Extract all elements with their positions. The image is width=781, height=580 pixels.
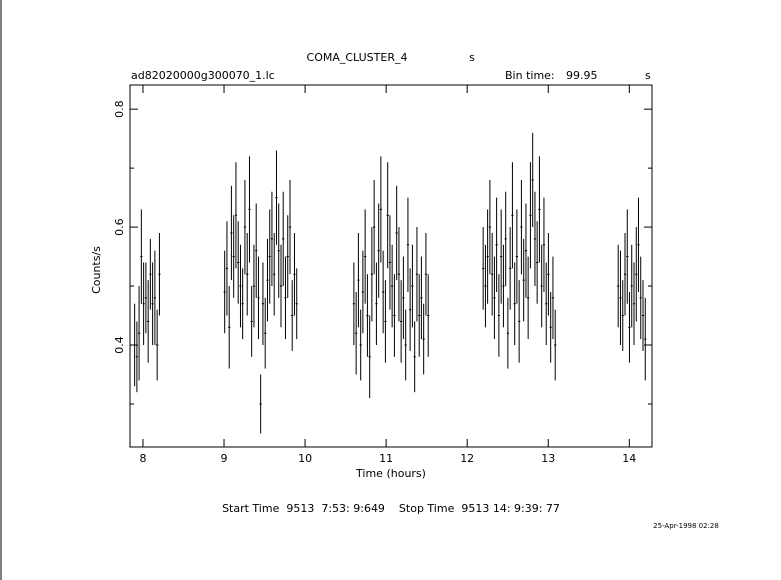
- date: 25-Apr-1998 02:28: [653, 522, 719, 530]
- x-tick-label: 10: [298, 452, 312, 465]
- x-tick-label: 11: [379, 452, 393, 465]
- title-unit: s: [469, 51, 475, 64]
- plot-frame: [129, 84, 653, 448]
- x-axis-label: Time (hours): [355, 467, 426, 480]
- footer: Start Time 9513 7:53: 9:649 Stop Time 95…: [222, 502, 560, 515]
- bin-time-unit: s: [645, 69, 651, 82]
- x-tick-label: 13: [541, 452, 555, 465]
- file-name: ad82020000g300070_1.lc: [131, 69, 275, 82]
- x-tick-label: 9: [221, 452, 228, 465]
- x-tick-label: 8: [139, 452, 146, 465]
- x-tick-label: 12: [460, 452, 474, 465]
- bin-time: 99.95: [566, 69, 598, 82]
- x-tick-label: 14: [622, 452, 636, 465]
- y-tick-label: 0.6: [113, 218, 126, 236]
- y-tick-label: 0.8: [113, 100, 126, 118]
- bin-time-label: Bin time:: [505, 69, 555, 82]
- y-tick-label: 0.4: [113, 336, 126, 354]
- chart-title: COMA_CLUSTER_4: [307, 51, 408, 64]
- y-axis-label: Counts/s: [90, 246, 103, 294]
